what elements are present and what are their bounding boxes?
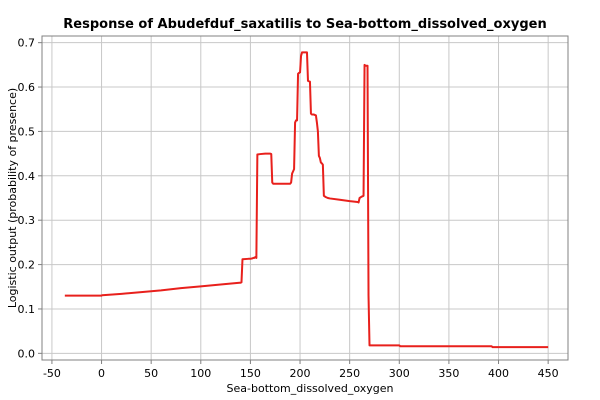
y-axis-ticks: 0.0 0.1 0.2 0.3 0.4 0.5 0.6 0.7 <box>18 37 42 360</box>
x-tick-label: -50 <box>43 367 61 380</box>
x-axis-label: Sea-bottom_dissolved_oxygen <box>227 382 394 395</box>
y-tick-label: 0.7 <box>18 37 36 50</box>
x-tick-label: 50 <box>144 367 158 380</box>
x-tick-label: 350 <box>438 367 459 380</box>
x-tick-label: 150 <box>240 367 261 380</box>
x-tick-label: 450 <box>538 367 559 380</box>
y-tick-label: 0.6 <box>18 81 36 94</box>
plot-frame <box>41 35 569 361</box>
series-line <box>64 51 549 349</box>
y-axis-label: Logistic output (probability of presence… <box>6 88 19 308</box>
x-tick-label: 400 <box>488 367 509 380</box>
plot-area <box>42 36 568 360</box>
data-series <box>64 51 549 349</box>
grid-lines <box>42 36 568 360</box>
y-tick-label: 0.1 <box>18 303 36 316</box>
y-tick-label: 0.5 <box>18 125 36 138</box>
y-tick-label: 0.4 <box>18 170 36 183</box>
chart-title: Response of Abudefduf_saxatilis to Sea-b… <box>63 17 546 32</box>
y-tick-label: 0.0 <box>18 347 36 360</box>
y-tick-label: 0.2 <box>18 259 36 272</box>
y-tick-label: 0.3 <box>18 214 36 227</box>
x-tick-label: 250 <box>339 367 360 380</box>
x-tick-label: 0 <box>98 367 105 380</box>
x-tick-label: 200 <box>290 367 311 380</box>
x-tick-label: 100 <box>190 367 211 380</box>
x-axis-ticks: -50 0 50 100 150 200 250 300 350 400 450 <box>43 360 559 380</box>
plot-background <box>42 36 568 360</box>
axes <box>41 35 569 361</box>
x-tick-label: 300 <box>389 367 410 380</box>
